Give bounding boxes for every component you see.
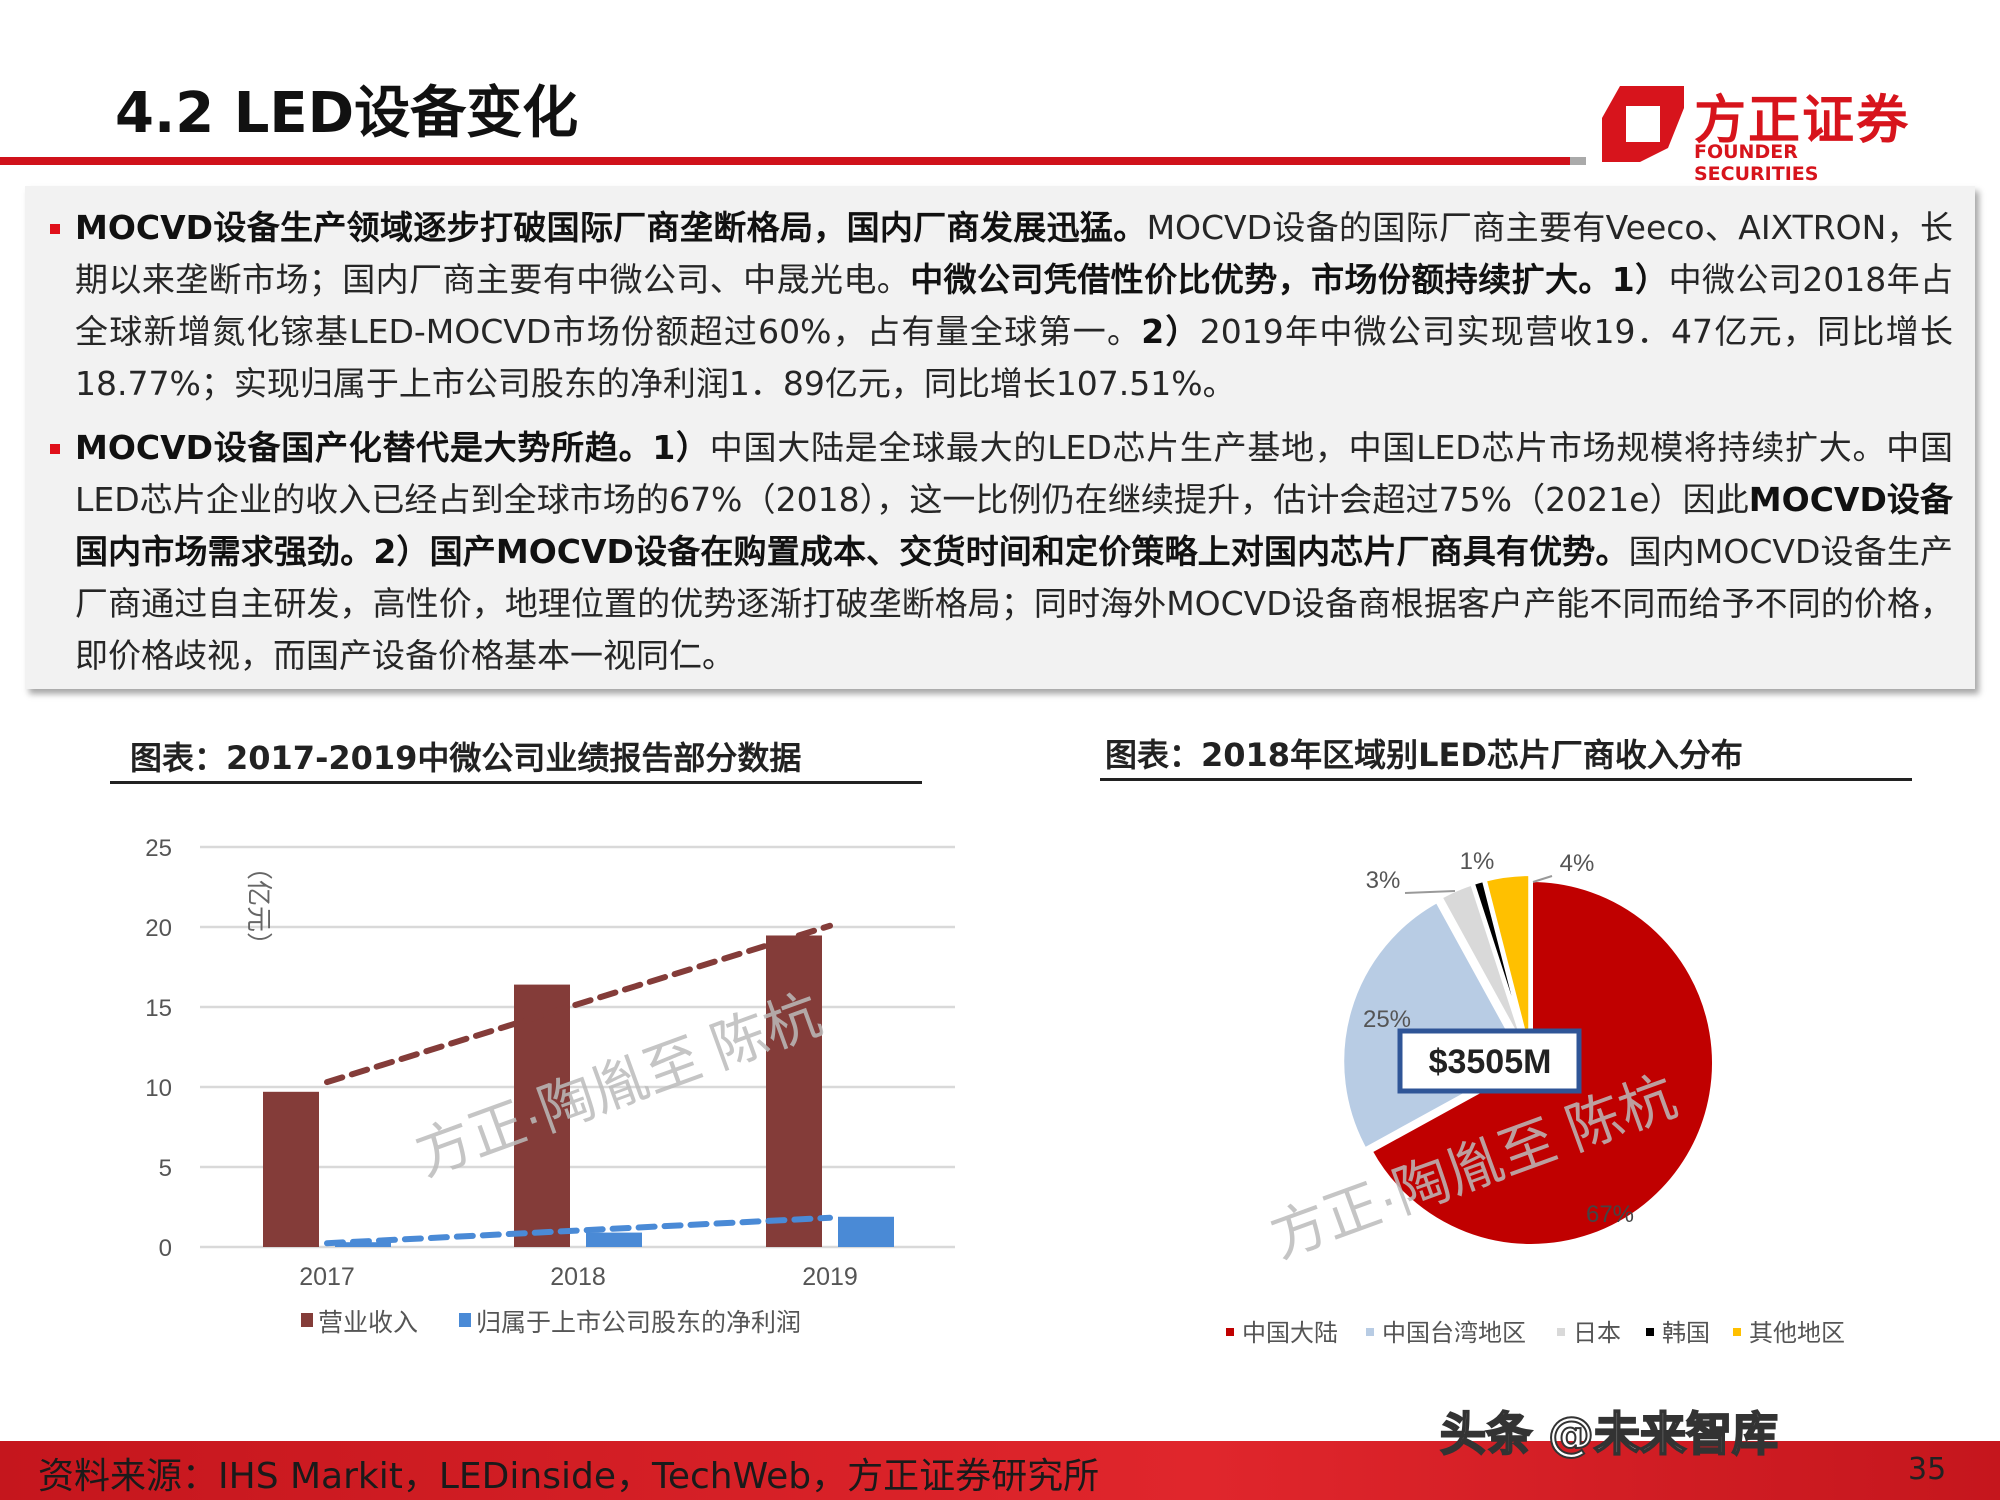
body-text: MOCVD设备的国际厂商主要有Veeco、AIXTRON，长期以来垄断市场；国内… bbox=[75, 208, 1953, 299]
bar-net-profit bbox=[335, 1242, 391, 1247]
y-tick-label: 10 bbox=[145, 1075, 172, 1102]
header-divider bbox=[0, 157, 1570, 165]
x-tick-label: 2017 bbox=[299, 1263, 355, 1291]
bar-chart-title: 图表：2017-2019中微公司业绩报告部分数据 bbox=[130, 739, 802, 777]
footer-band bbox=[0, 1441, 2000, 1500]
emphasis-text: MOCVD设备国内市场需求强劲。2）国产MOCVD设备在购置成本、交货时间和定价… bbox=[75, 480, 1954, 571]
legend-label: 营业收入 bbox=[318, 1309, 418, 1337]
bar-revenue bbox=[766, 935, 822, 1247]
bullet-paragraph: MOCVD设备生产领域逐步打破国际厂商垄断格局，国内厂商发展迅猛。MOCVD设备… bbox=[50, 202, 1954, 410]
bar-chart-title-underline bbox=[110, 781, 922, 784]
toutiao-watermark: 头条 @未来智库 bbox=[1439, 1406, 1779, 1462]
y-tick-label: 15 bbox=[145, 995, 172, 1022]
bar-net-profit bbox=[586, 1232, 642, 1247]
logo-text-en: FOUNDER SECURITIES bbox=[1694, 141, 1819, 185]
bar-revenue bbox=[514, 984, 570, 1247]
trendline-revenue bbox=[324, 922, 833, 1086]
summary-box: MOCVD设备生产领域逐步打破国际厂商垄断格局，国内厂商发展迅猛。MOCVD设备… bbox=[25, 186, 1975, 689]
bullet-paragraph: MOCVD设备国产化替代是大势所趋。1）中国大陆是全球最大的LED芯片生产基地，… bbox=[50, 422, 1954, 682]
logo-text-cn: 方正证券 bbox=[1694, 91, 1911, 151]
x-tick-label: 2019 bbox=[802, 1263, 858, 1291]
body-text: 2019年中微公司实现营收19．47亿元，同比增长18.77%；实现归属于上市公… bbox=[75, 312, 1953, 403]
emphasis-text: MOCVD设备国产化替代是大势所趋。1） bbox=[75, 428, 710, 467]
y-axis-unit: （亿元） bbox=[244, 854, 274, 958]
logo-mark-icon bbox=[1602, 86, 1684, 162]
bar-revenue bbox=[263, 1091, 319, 1247]
y-tick-label: 20 bbox=[145, 915, 172, 942]
source-note: 资料来源：IHS Markit，LEDinside，TechWeb，方正证券研究… bbox=[38, 1456, 1100, 1497]
emphasis-text: 2） bbox=[1141, 312, 1200, 351]
page-title: 4.2 LED设备变化 bbox=[115, 81, 579, 146]
legend-swatch bbox=[459, 1313, 471, 1327]
legend-label: 归属于上市公司股东的净利润 bbox=[476, 1309, 801, 1337]
trendline-net-profit bbox=[324, 1214, 833, 1247]
pie-chart-title-underline bbox=[1100, 778, 1912, 781]
bar-net-profit bbox=[838, 1216, 894, 1247]
body-text: 中国大陆是全球最大的LED芯片生产基地，中国LED芯片市场规模将持续扩大。中国L… bbox=[75, 428, 1953, 519]
pie-chart-title: 图表：2018年区域别LED芯片厂商收入分布 bbox=[1105, 736, 1743, 774]
y-tick-label: 5 bbox=[159, 1155, 172, 1182]
founder-logo: 方正证券 FOUNDER SECURITIES bbox=[1598, 78, 1928, 185]
body-text: 中微公司2018年占全球新增氮化镓基LED-MOCVD市场份额超过60%，占有量… bbox=[75, 260, 1954, 351]
header-divider-end bbox=[1570, 157, 1586, 165]
emphasis-text: MOCVD设备生产领域逐步打破国际厂商垄断格局，国内厂商发展迅猛。 bbox=[75, 208, 1147, 247]
x-tick-label: 2018 bbox=[550, 1263, 606, 1291]
body-text: 国内MOCVD设备生产厂商通过自主研发，高性价，地理位置的优势逐渐打破垄断格局；… bbox=[75, 532, 1953, 675]
y-tick-label: 25 bbox=[145, 835, 172, 862]
y-tick-label: 0 bbox=[159, 1235, 172, 1262]
legend-swatch bbox=[301, 1313, 313, 1327]
emphasis-text: 中微公司凭借性价比优势，市场份额持续扩大。1） bbox=[910, 260, 1669, 299]
page-number: 35 bbox=[1908, 1452, 1947, 1487]
